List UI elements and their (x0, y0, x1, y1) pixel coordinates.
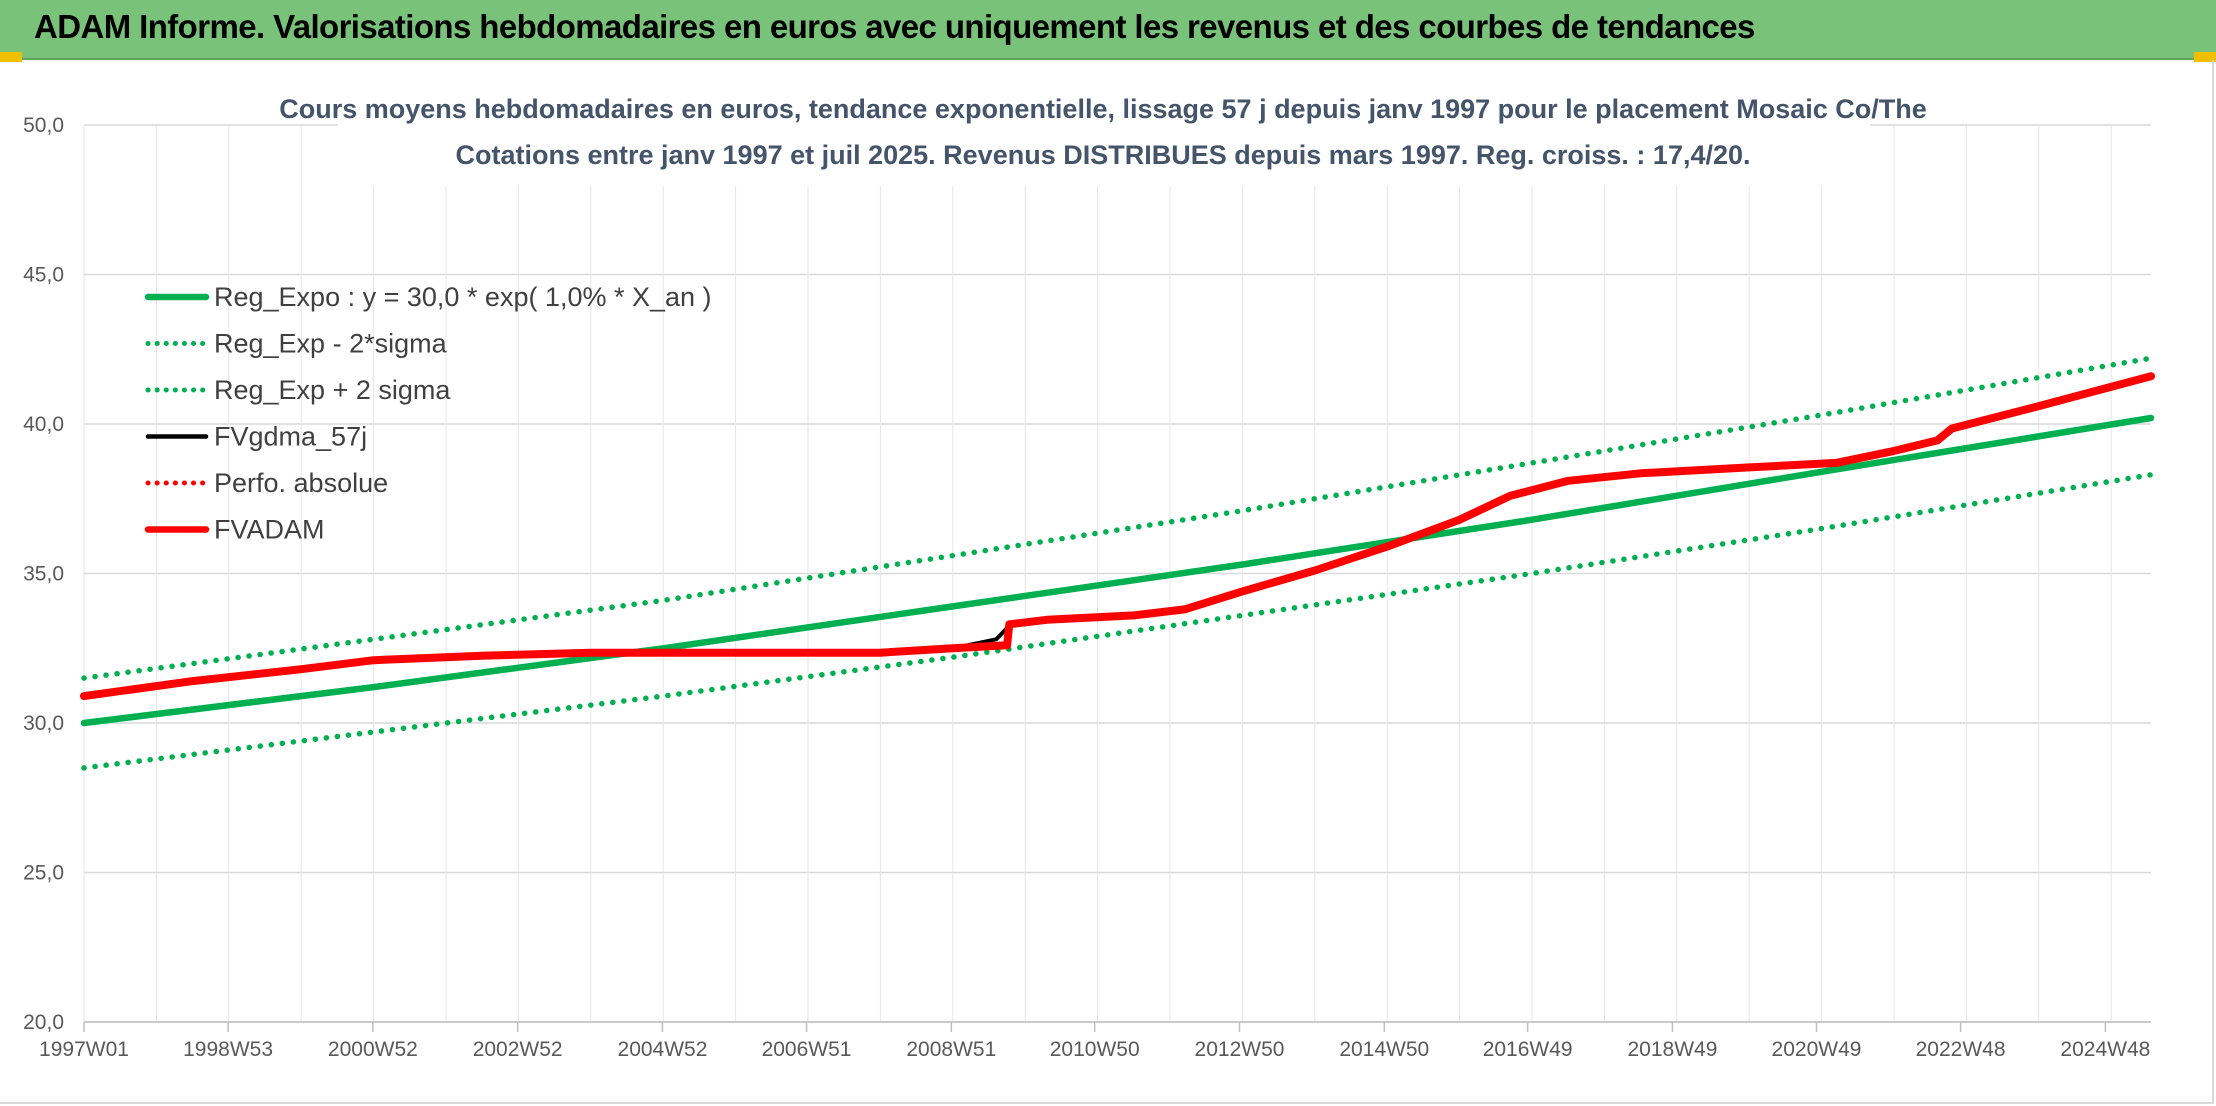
report-header: ADAM Informe. Valorisations hebdomadaire… (0, 0, 2216, 60)
x-tick-label: 2006W51 (762, 1038, 852, 1061)
fvadam-point (1935, 438, 1940, 443)
y-tick-label: 50,0 (23, 114, 64, 137)
x-tick-label: 1998W53 (183, 1038, 273, 1061)
fvadam-point (1044, 617, 1049, 622)
y-tick-label: 20,0 (23, 1011, 64, 1034)
fvadam-point (371, 658, 376, 663)
chart-title: Cours moyens hebdomadaires en euros, ten… (279, 88, 1927, 186)
fvadam-point (1457, 517, 1462, 522)
x-tick-label: 2012W50 (1195, 1038, 1285, 1061)
legend-label-0: Reg_Expo : y = 30,0 * exp( 1,0% * X_an ) (214, 282, 712, 312)
fvadam-point (1566, 478, 1571, 483)
x-tick-label: 2020W49 (1772, 1038, 1862, 1061)
grid (83, 124, 2151, 1032)
fvadam-point (1747, 465, 1752, 470)
corner-marker-left (0, 52, 22, 62)
y-tick-label: 45,0 (23, 264, 64, 287)
legend-label-4: Perfo. absolue (214, 468, 388, 498)
fvadam-point (1508, 493, 1513, 498)
y-tick-label: 30,0 (23, 712, 64, 735)
chart-title-line-2: Cotations entre janv 1997 et juil 2025. … (455, 140, 1750, 170)
chart-title-line-1: Cours moyens hebdomadaires en euros, ten… (279, 94, 1927, 124)
legend-label-2: Reg_Exp + 2 sigma (214, 375, 451, 405)
y-tick-label: 25,0 (23, 862, 64, 885)
fvadam-point (1240, 589, 1245, 594)
y-tick-label: 35,0 (23, 563, 64, 586)
x-tick-label: 2014W50 (1339, 1038, 1429, 1061)
fvadam-point (1949, 426, 1954, 431)
series (80, 355, 2155, 771)
fvadam-point (1834, 460, 1839, 465)
legend: Reg_Expo : y = 30,0 * exp( 1,0% * X_an )… (144, 282, 712, 545)
y-tick-label: 40,0 (23, 413, 64, 436)
x-tick-label: 2000W52 (328, 1038, 418, 1061)
title-background (338, 88, 1870, 186)
axis-tick-labels: 20,0 25,0 30,0 35,0 40,0 45,0 50,0 1997W01 1998W… (23, 114, 2150, 1061)
legend-label-5: FVADAM (214, 515, 325, 545)
series-line-2 (81, 355, 2154, 681)
report-title: ADAM Informe. Valorisations hebdomadaire… (34, 8, 1755, 45)
fvadam-point (950, 646, 955, 651)
x-tick-label: 1997W01 (39, 1038, 129, 1061)
fvadam-point (190, 679, 195, 684)
line-chart: 20,0 25,0 30,0 35,0 40,0 45,0 50,0 1997W01 1998W… (23, 88, 2155, 1061)
x-tick-label: 2018W49 (1627, 1038, 1717, 1061)
legend-label-1: Reg_Exp - 2*sigma (214, 329, 448, 359)
series-line-0 (80, 414, 2155, 727)
corner-marker-right (2194, 52, 2216, 62)
fvadam-point (1007, 622, 1012, 627)
x-tick-label: 2024W48 (2060, 1038, 2150, 1061)
x-tick-label: 2002W52 (473, 1038, 563, 1061)
fvadam-point (1638, 471, 1643, 476)
x-tick-label: 2010W50 (1050, 1038, 1140, 1061)
fvadam-point (1005, 643, 1010, 648)
series-line-1 (81, 472, 2154, 771)
x-tick-label: 2016W49 (1483, 1038, 1573, 1061)
legend-label-3: FVgdma_57j (214, 422, 367, 452)
fvadam-point (2036, 404, 2041, 409)
fvadam-point (480, 653, 485, 658)
x-tick-label: 2008W51 (906, 1038, 996, 1061)
x-tick-label: 2022W48 (1916, 1038, 2006, 1061)
fvadam-point (299, 667, 304, 672)
fvadam-point (82, 694, 86, 699)
fvadam-point (1131, 613, 1136, 618)
fvadam-point (1312, 568, 1317, 573)
fvadam-point (1891, 448, 1896, 453)
chart-area: 20,0 25,0 30,0 35,0 40,0 45,0 50,0 1997W01 1998W… (0, 60, 2214, 1104)
fvadam-point (1182, 607, 1187, 612)
fvadam-point (588, 650, 593, 655)
x-tick-label: 2004W52 (618, 1038, 708, 1061)
fvadam-point (1385, 544, 1390, 549)
fvadam-point (878, 650, 883, 655)
fvadam-point (2149, 374, 2153, 379)
